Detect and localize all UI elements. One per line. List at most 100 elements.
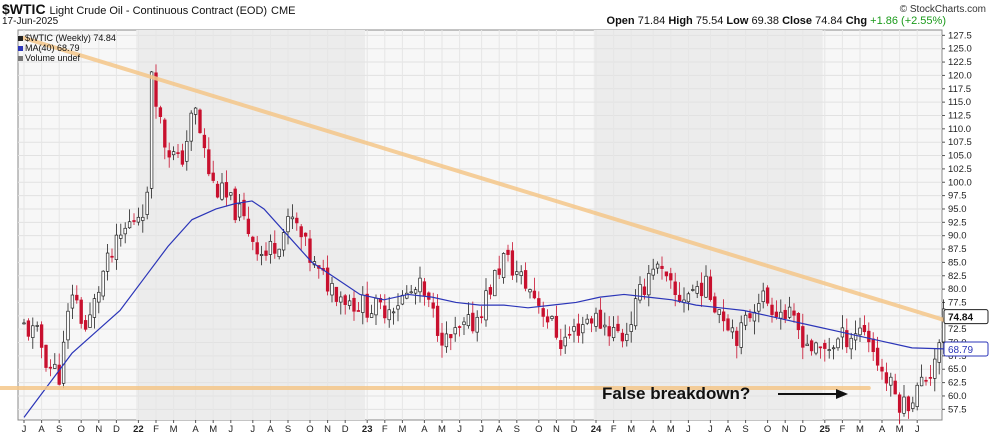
candle-down	[893, 380, 897, 395]
descending-trendline	[22, 36, 950, 324]
candle-down	[471, 312, 475, 332]
candle-down	[303, 232, 308, 237]
candle-down	[541, 308, 545, 317]
candle-down	[246, 218, 251, 235]
x-tick-label: O	[535, 424, 542, 435]
candle-down	[255, 242, 259, 255]
candle-down	[880, 366, 884, 372]
candle-down	[167, 150, 171, 158]
candle-down	[202, 134, 207, 149]
candle-up	[369, 313, 374, 318]
candle-down	[180, 150, 185, 165]
candle-down	[801, 326, 805, 348]
x-tick-label: M	[896, 424, 904, 435]
annotation-arrow-head	[836, 389, 848, 399]
candle-down	[365, 293, 369, 318]
x-tick-label: F	[611, 424, 617, 435]
candle-down	[334, 286, 339, 302]
y-tick-label: 102.5	[948, 164, 972, 175]
x-tick-label: N	[324, 424, 331, 435]
candle-down	[431, 302, 435, 309]
candle-up	[66, 310, 70, 341]
candle-up	[330, 283, 334, 296]
candle-down	[871, 338, 875, 353]
x-tick-label: D	[571, 424, 578, 435]
candle-up	[53, 363, 57, 369]
candle-down	[897, 394, 902, 413]
candle-up	[739, 322, 743, 348]
candle-up	[229, 192, 233, 196]
x-tick-label: O	[306, 424, 313, 435]
candle-up	[633, 298, 638, 327]
brand-logo: © StockCharts.com	[899, 4, 986, 15]
candle-up	[405, 292, 409, 299]
x-tick-label: A	[267, 424, 274, 435]
ma40-line	[23, 200, 949, 418]
x-tick-label: D	[113, 424, 120, 435]
candle-up	[836, 338, 840, 349]
high-value: 75.54	[695, 15, 724, 27]
x-tick-label: F	[839, 424, 845, 435]
candle-down	[48, 366, 53, 369]
candle-down	[669, 273, 673, 281]
candle-up	[937, 342, 941, 363]
chart-legend: $WTIC (Weekly) 74.84 MA(40) 68.79 Volume…	[18, 33, 116, 63]
candle-up	[919, 376, 924, 387]
last-price-label: 74.84	[948, 313, 973, 324]
x-tick-label: M	[170, 424, 178, 435]
candle-up	[563, 336, 567, 347]
candle-up	[761, 290, 765, 303]
candle-down	[735, 330, 739, 346]
candle-up	[647, 273, 651, 296]
candle-up	[902, 396, 906, 414]
candle-up	[189, 112, 193, 142]
symbol: $WTIC	[2, 1, 46, 17]
y-tick-label: 57.5	[948, 404, 967, 415]
candle-up	[858, 327, 862, 336]
y-tick-label: 85.0	[948, 257, 967, 268]
candle-down	[532, 290, 537, 299]
candle-up	[853, 333, 858, 341]
candle-down	[215, 183, 220, 198]
y-tick-label: 60.0	[948, 391, 967, 402]
candle-down	[325, 267, 330, 292]
candle-down	[607, 326, 611, 337]
shaded-year-band	[136, 30, 365, 420]
y-tick-label: 117.5	[948, 84, 971, 95]
candle-up	[361, 294, 365, 313]
x-tick-label: N	[553, 424, 560, 435]
candle-down	[207, 149, 211, 175]
x-tick-label: A	[725, 424, 732, 435]
y-tick-label: 62.5	[948, 378, 967, 389]
candle-up	[550, 316, 554, 319]
candle-up	[101, 270, 105, 297]
y-tick-label: 82.5	[948, 271, 967, 282]
candle-down	[774, 311, 779, 317]
y-tick-label: 97.5	[948, 191, 967, 202]
candle-down	[435, 305, 440, 336]
x-tick-label: N	[782, 424, 789, 435]
candle-up	[347, 300, 352, 306]
candle-down	[809, 340, 814, 352]
candle-down	[770, 304, 774, 315]
x-tick-label: A	[192, 424, 199, 435]
x-tick-label: F	[153, 424, 159, 435]
candle-down	[378, 297, 383, 303]
x-tick-label: J	[479, 424, 484, 435]
y-tick-label: 95.0	[948, 204, 967, 215]
x-tick-label: D	[342, 424, 349, 435]
x-tick-label: J	[686, 424, 691, 435]
legend-label-volume: Volume undef	[25, 53, 81, 63]
y-tick-label: 115.0	[948, 97, 971, 108]
candle-down	[620, 332, 625, 342]
candle-down	[497, 268, 501, 275]
candle-down	[154, 72, 158, 107]
close-value: 74.84	[815, 15, 843, 27]
x-tick-label: S	[742, 424, 748, 435]
y-tick-label: 72.5	[948, 324, 967, 335]
candle-down	[57, 364, 61, 385]
candle-up	[396, 305, 400, 310]
candle-down	[928, 377, 933, 379]
candle-down	[818, 346, 823, 349]
candle-down	[295, 217, 299, 224]
